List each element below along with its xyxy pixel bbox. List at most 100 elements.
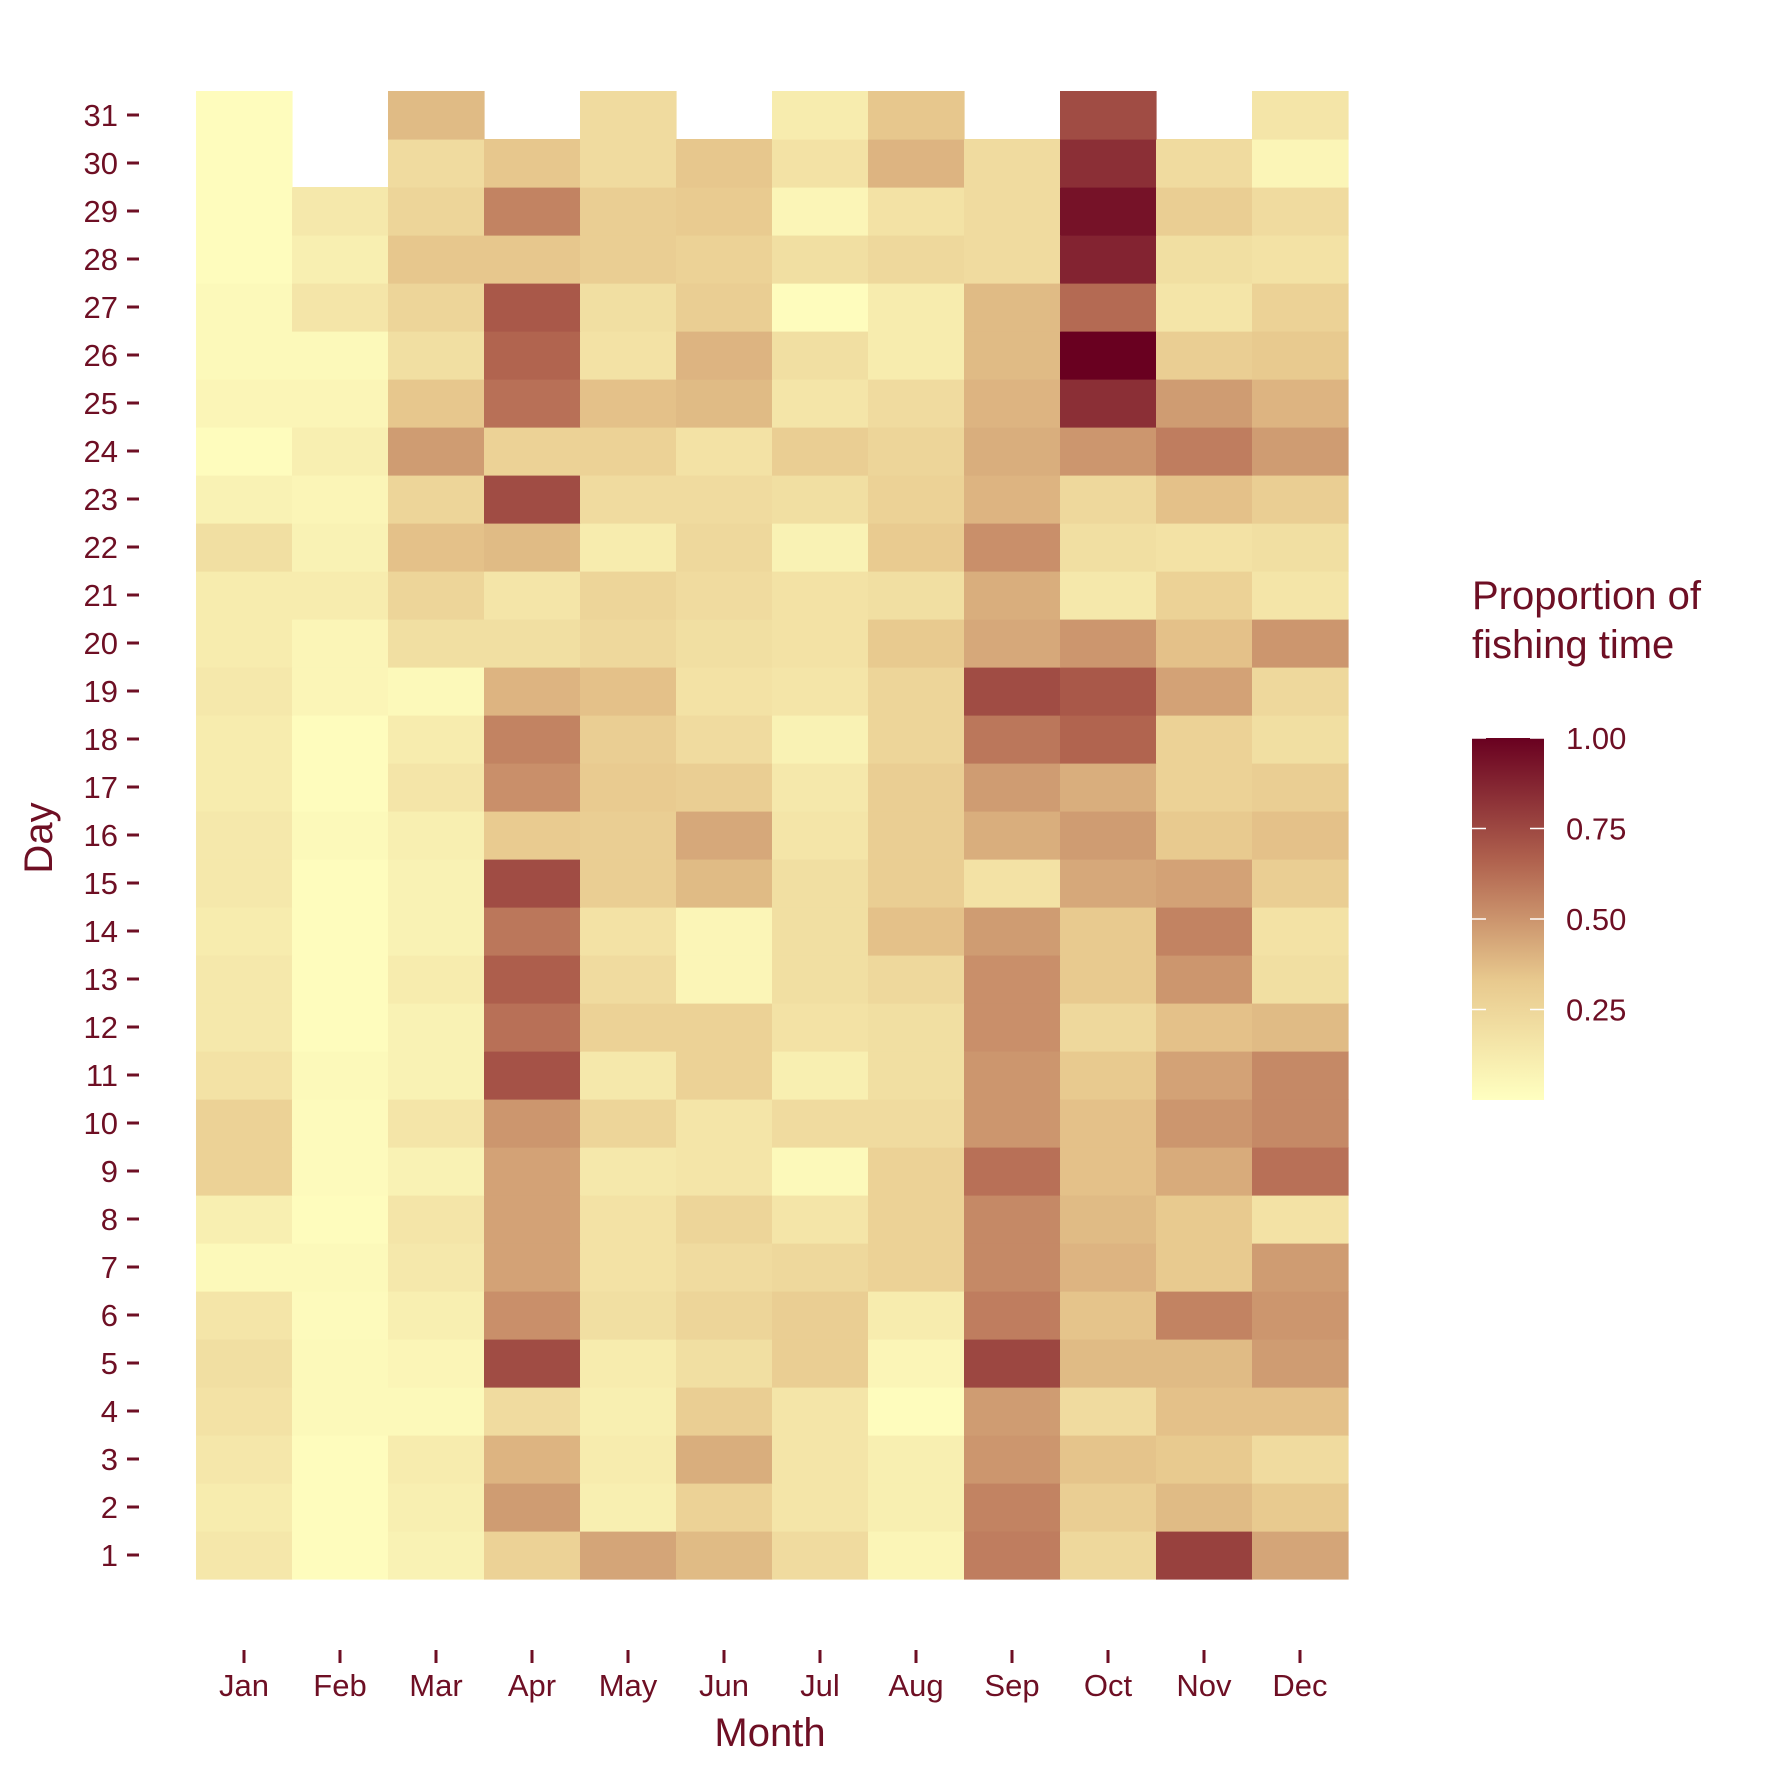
legend-title-line1: Proportion of — [1472, 574, 1702, 618]
heatmap-cell-feb-5 — [292, 1339, 389, 1388]
heatmap-cell-oct-31 — [1060, 91, 1157, 140]
heatmap-cell-feb-3 — [292, 1435, 389, 1484]
heatmap-cell-may-3 — [580, 1435, 677, 1484]
heatmap-cell-may-5 — [580, 1339, 677, 1388]
heatmap-cell-nov-14 — [1156, 907, 1253, 956]
heatmap-cell-nov-24 — [1156, 427, 1253, 476]
heatmap-cell-jun-16 — [676, 811, 773, 860]
heatmap-cell-may-12 — [580, 1003, 677, 1052]
heatmap-cell-apr-12 — [484, 1003, 581, 1052]
heatmap-cell-jun-13 — [676, 955, 773, 1004]
heatmap-cell-mar-20 — [388, 619, 485, 668]
heatmap-cell-nov-25 — [1156, 379, 1253, 428]
heatmap-cell-apr-21 — [484, 571, 581, 620]
heatmap-cell-feb-16 — [292, 811, 389, 860]
heatmap-cell-jun-27 — [676, 283, 773, 332]
heatmap-cell-jan-31 — [196, 91, 293, 140]
heatmap-cell-dec-11 — [1252, 1051, 1349, 1100]
heatmap-cell-feb-1 — [292, 1531, 389, 1580]
heatmap-cell-aug-4 — [868, 1387, 965, 1436]
heatmap-cell-jun-2 — [676, 1483, 773, 1532]
heatmap-cell-feb-13 — [292, 955, 389, 1004]
x-tick-label-jan: Jan — [219, 1668, 269, 1703]
heatmap-cell-jul-12 — [772, 1003, 869, 1052]
heatmap-cell-jul-28 — [772, 235, 869, 284]
heatmap-cell-dec-5 — [1252, 1339, 1349, 1388]
y-tick-label-27: 27 — [84, 290, 118, 325]
legend-title-line2: fishing time — [1472, 623, 1674, 667]
heatmap-cell-feb-7 — [292, 1243, 389, 1292]
heatmap-cell-jul-18 — [772, 715, 869, 764]
heatmap-cell-feb-26 — [292, 331, 389, 380]
heatmap-cell-jun-28 — [676, 235, 773, 284]
heatmap-cell-dec-7 — [1252, 1243, 1349, 1292]
x-tick-label-oct: Oct — [1084, 1668, 1133, 1703]
heatmap-cell-may-11 — [580, 1051, 677, 1100]
heatmap-cell-mar-10 — [388, 1099, 485, 1148]
heatmap-cell-jan-5 — [196, 1339, 293, 1388]
heatmap-cell-jun-21 — [676, 571, 773, 620]
heatmap-cell-aug-30 — [868, 139, 965, 188]
heatmap-cell-feb-15 — [292, 859, 389, 908]
heatmap-cell-mar-29 — [388, 187, 485, 236]
heatmap-cell-apr-17 — [484, 763, 581, 812]
heatmap-cell-oct-30 — [1060, 139, 1157, 188]
heatmap-cell-may-4 — [580, 1387, 677, 1436]
heatmap-cell-mar-8 — [388, 1195, 485, 1244]
heatmap-cell-apr-5 — [484, 1339, 581, 1388]
heatmap-cell-aug-19 — [868, 667, 965, 716]
y-tick-label-18: 18 — [84, 722, 118, 757]
heatmap-cell-jun-12 — [676, 1003, 773, 1052]
heatmap-cell-feb-12 — [292, 1003, 389, 1052]
heatmap-cell-nov-17 — [1156, 763, 1253, 812]
heatmap-cell-jun-18 — [676, 715, 773, 764]
heatmap-cell-feb-29 — [292, 187, 389, 236]
heatmap-cell-jul-31 — [772, 91, 869, 140]
heatmap-cell-oct-11 — [1060, 1051, 1157, 1100]
heatmap-cell-sep-22 — [964, 523, 1061, 572]
heatmap-cell-apr-3 — [484, 1435, 581, 1484]
heatmap-cell-jan-20 — [196, 619, 293, 668]
x-tick-label-feb: Feb — [313, 1668, 366, 1703]
heatmap-cell-oct-6 — [1060, 1291, 1157, 1340]
heatmap-cell-apr-16 — [484, 811, 581, 860]
heatmap-cell-dec-19 — [1252, 667, 1349, 716]
heatmap-cell-nov-19 — [1156, 667, 1253, 716]
heatmap-cell-jun-23 — [676, 475, 773, 524]
heatmap-cell-aug-28 — [868, 235, 965, 284]
y-tick-label-20: 20 — [84, 626, 118, 661]
heatmap-cell-mar-6 — [388, 1291, 485, 1340]
heatmap-cell-aug-9 — [868, 1147, 965, 1196]
heatmap-cell-jun-7 — [676, 1243, 773, 1292]
heatmap-cell-aug-5 — [868, 1339, 965, 1388]
heatmap-cell-jun-17 — [676, 763, 773, 812]
heatmap-cell-jan-19 — [196, 667, 293, 716]
heatmap-cell-apr-7 — [484, 1243, 581, 1292]
legend-tick-label: 0.25 — [1566, 993, 1626, 1028]
y-tick-label-19: 19 — [84, 674, 118, 709]
heatmap-cell-nov-23 — [1156, 475, 1253, 524]
heatmap-cell-apr-25 — [484, 379, 581, 428]
heatmap-cell-sep-17 — [964, 763, 1061, 812]
heatmap-cell-jul-11 — [772, 1051, 869, 1100]
heatmap-cell-oct-16 — [1060, 811, 1157, 860]
heatmap-cell-sep-29 — [964, 187, 1061, 236]
heatmap-cell-sep-18 — [964, 715, 1061, 764]
heatmap-cell-feb-6 — [292, 1291, 389, 1340]
heatmap-cell-jul-19 — [772, 667, 869, 716]
heatmap-cell-may-29 — [580, 187, 677, 236]
heatmap-cell-mar-30 — [388, 139, 485, 188]
heatmap-cell-apr-24 — [484, 427, 581, 476]
heatmap-cell-nov-13 — [1156, 955, 1253, 1004]
y-tick-label-5: 5 — [101, 1346, 118, 1381]
heatmap-cell-dec-16 — [1252, 811, 1349, 860]
heatmap-cell-dec-10 — [1252, 1099, 1349, 1148]
heatmap-cell-dec-26 — [1252, 331, 1349, 380]
heatmap-cell-nov-4 — [1156, 1387, 1253, 1436]
legend-ticks: 0.25 0.50 0.75 1.00 — [1472, 721, 1626, 1028]
heatmap-cell-oct-9 — [1060, 1147, 1157, 1196]
heatmap-cell-mar-3 — [388, 1435, 485, 1484]
y-tick-label-25: 25 — [84, 386, 118, 421]
heatmap-cell-nov-20 — [1156, 619, 1253, 668]
heatmap-cell-feb-22 — [292, 523, 389, 572]
